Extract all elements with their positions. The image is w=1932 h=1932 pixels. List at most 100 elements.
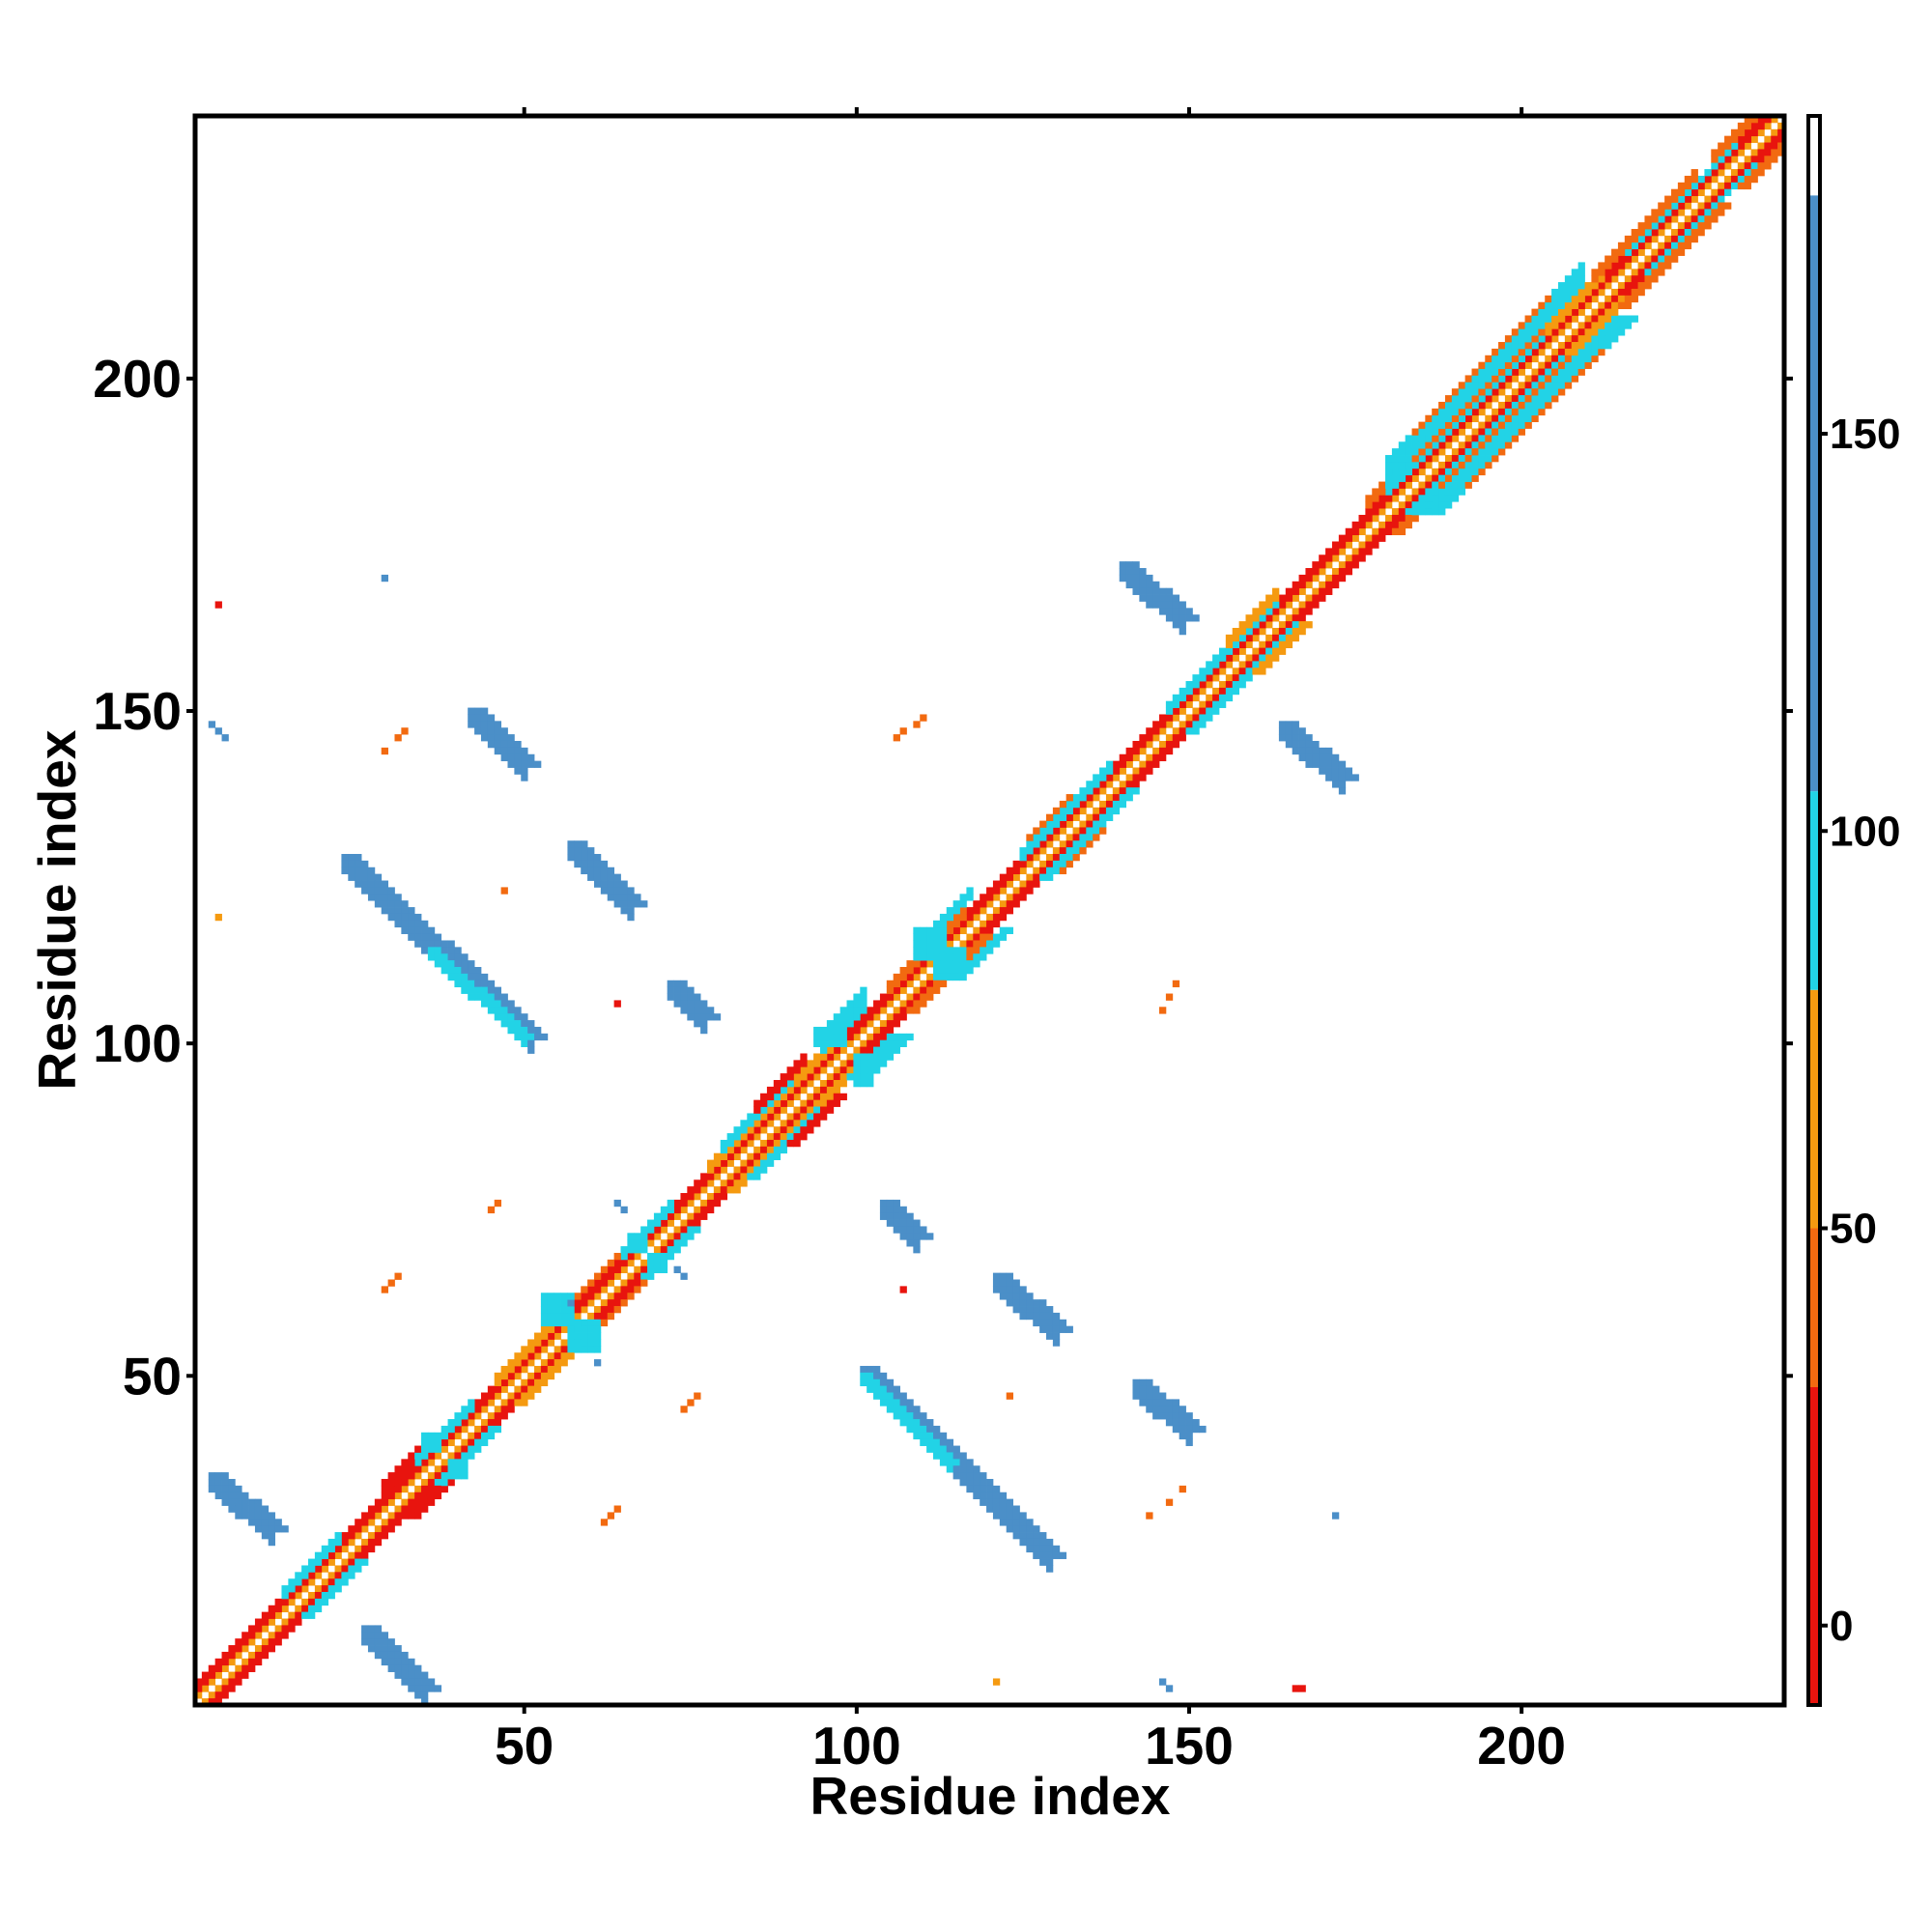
heatmap-cell [242, 1671, 249, 1679]
heatmap-cell [1624, 301, 1633, 309]
heatmap-cell [381, 1532, 388, 1540]
heatmap-cell [334, 1532, 342, 1540]
heatmap-cell [687, 1212, 695, 1220]
heatmap-cell [1605, 269, 1612, 276]
heatmap-cell [314, 1558, 323, 1566]
heatmap-cell [1172, 700, 1180, 708]
heatmap-cell [720, 1179, 728, 1187]
heatmap-cell [593, 1319, 602, 1327]
heatmap-cell [1425, 488, 1433, 496]
heatmap-cell [1119, 794, 1126, 802]
heatmap-cell [819, 1099, 828, 1107]
heatmap-cell [992, 913, 1001, 922]
heatmap-cell [1651, 229, 1659, 237]
heatmap-cell [700, 1212, 708, 1220]
heatmap-cell [1637, 229, 1645, 237]
heatmap-cell [1611, 301, 1619, 309]
heatmap-cell [235, 1485, 242, 1493]
heatmap-cell [1498, 401, 1506, 410]
heatmap-cell [254, 1625, 263, 1633]
heatmap-cell [879, 1392, 888, 1400]
heatmap-cell [992, 1272, 1001, 1280]
heatmap-cell [474, 1425, 482, 1434]
heatmap-cell [1206, 674, 1213, 682]
heatmap-cell [281, 1598, 289, 1606]
heatmap-cell [1677, 235, 1686, 243]
heatmap-cell [1372, 514, 1379, 523]
heatmap-cell [1545, 361, 1552, 369]
heatmap-cell [1438, 481, 1446, 489]
heatmap-cell [1531, 335, 1539, 343]
heatmap-cell [839, 1020, 847, 1028]
heatmap-cell [408, 1678, 415, 1686]
heatmap-cell [1052, 1545, 1061, 1553]
heatmap-cell [1444, 395, 1453, 403]
heatmap-cell [720, 1186, 728, 1194]
heatmap-cell [1664, 262, 1672, 270]
heatmap-cell [1571, 282, 1579, 290]
heatmap-cell [1418, 428, 1426, 436]
heatmap-cell [1577, 301, 1585, 309]
heatmap-cell [1272, 634, 1280, 642]
heatmap-cell [574, 854, 582, 862]
heatmap-cell [1644, 282, 1652, 290]
heatmap-cell [1185, 687, 1193, 696]
heatmap-cell [1372, 488, 1379, 496]
heatmap-cell [1185, 694, 1193, 702]
heatmap-cell [1378, 481, 1386, 489]
heatmap-cell [1697, 222, 1705, 230]
heatmap-cell [1172, 734, 1180, 742]
heatmap-cell [1444, 435, 1453, 442]
heatmap-cell [1564, 301, 1573, 309]
heatmap-cell [1272, 601, 1280, 609]
heatmap-cell [1577, 368, 1585, 376]
heatmap-cell [447, 1432, 455, 1440]
heatmap-cell [507, 740, 515, 749]
heatmap-cell [933, 920, 941, 928]
heatmap-cell [627, 907, 635, 915]
heatmap-cell [694, 1193, 701, 1201]
heatmap-cell [1351, 561, 1359, 569]
heatmap-cell [414, 940, 422, 948]
heatmap-cell [879, 1046, 888, 1054]
heatmap-cell [1165, 608, 1174, 615]
heatmap-cell [920, 960, 927, 968]
heatmap-cell [1165, 721, 1174, 728]
heatmap-cell [295, 1618, 302, 1626]
heatmap-cell [1046, 1325, 1054, 1333]
heatmap-cell [1179, 721, 1186, 728]
heatmap-cell [1132, 787, 1140, 795]
heatmap-cell [1777, 149, 1785, 156]
heatmap-cell [1591, 355, 1599, 363]
heatmap-cell [1259, 614, 1266, 622]
heatmap-cell [468, 980, 475, 988]
heatmap-cell [1112, 774, 1121, 781]
heatmap-cell [740, 1120, 748, 1127]
heatmap-cell [1292, 608, 1299, 615]
heatmap-cell [540, 1372, 549, 1380]
heatmap-cell [261, 1651, 270, 1660]
heatmap-cell [1292, 581, 1299, 589]
heatmap-cell [673, 986, 681, 994]
heatmap-cell [1531, 382, 1539, 389]
heatmap-cell [1298, 740, 1306, 749]
heatmap-cell [1159, 601, 1167, 609]
heatmap-cell [999, 926, 1008, 934]
heatmap-cell [1631, 229, 1638, 237]
heatmap-cell [860, 1007, 867, 1014]
heatmap-cell [408, 1452, 415, 1460]
heatmap-cell [1265, 594, 1273, 602]
heatmap-cell [939, 953, 948, 961]
heatmap-cell [507, 1406, 515, 1413]
heatmap-cell [920, 940, 927, 948]
heatmap-cell [1498, 441, 1506, 449]
heatmap-cell [1605, 322, 1612, 329]
heatmap-cell [1252, 668, 1260, 675]
heatmap-cell [873, 1046, 881, 1054]
heatmap-cell [1006, 1498, 1013, 1506]
heatmap-cell [726, 1179, 734, 1187]
heatmap-cell [480, 986, 489, 994]
heatmap-cell [334, 1578, 342, 1586]
heatmap-cell [793, 1106, 801, 1114]
heatmap-cell [620, 1252, 628, 1261]
